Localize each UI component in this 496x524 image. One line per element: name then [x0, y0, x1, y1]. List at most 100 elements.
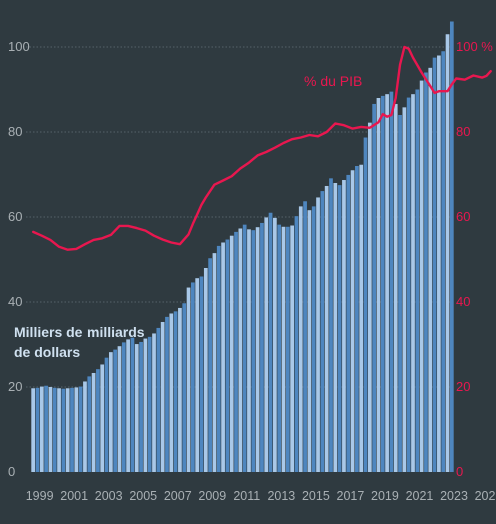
bar [199, 276, 204, 472]
y2-tick-label: 80 [456, 124, 470, 139]
bar [121, 342, 126, 473]
bar [342, 180, 346, 472]
x-tick-label: 1999 [26, 489, 54, 503]
bar [285, 226, 290, 472]
bar [78, 386, 83, 472]
bar [441, 51, 446, 472]
x-tick-label: 2017 [337, 489, 365, 503]
bar [87, 376, 92, 473]
x-tick-label: 2005 [129, 489, 157, 503]
bar [57, 388, 61, 472]
bar [225, 239, 230, 472]
bar [380, 95, 385, 473]
bar [147, 336, 152, 472]
bar [96, 369, 100, 472]
bar [216, 245, 221, 472]
bar [113, 349, 118, 472]
y-axis-label-line-3: de dollars [14, 344, 80, 360]
bar [212, 253, 217, 473]
x-tick-label: 2023 [440, 489, 468, 503]
bar [281, 226, 286, 472]
bar [406, 97, 411, 472]
x-axis-ticks: 1999 2001 2003 2005 2007 2009 2011 2013 2015 2017… [26, 489, 496, 503]
y2-tick-label: 100 % [456, 39, 493, 54]
bar [277, 224, 282, 472]
bar [178, 307, 182, 472]
bar [173, 311, 178, 472]
x-tick-label: 2007 [164, 489, 192, 503]
bar [156, 327, 161, 472]
y2-tick-label: 0 [456, 464, 463, 479]
bar [242, 224, 247, 472]
bar [294, 216, 299, 472]
y2-tick-label: 60 [456, 209, 470, 224]
y-tick-label: 60 [8, 209, 22, 224]
y-tick-label: 100 [8, 39, 30, 54]
bar [195, 278, 200, 472]
bar [126, 339, 130, 472]
y-axis-ticks: 0 20 40 60 80 100 [8, 39, 30, 479]
bar [389, 91, 394, 473]
bar [346, 174, 351, 473]
bar [273, 217, 277, 472]
bar [419, 80, 424, 472]
y-axis-label-line-2: milliards [87, 324, 145, 340]
bar [229, 235, 234, 472]
bar [35, 387, 40, 472]
bar [424, 72, 428, 472]
bar [432, 57, 437, 473]
bar [91, 372, 96, 472]
bar [221, 242, 225, 472]
bar [134, 344, 139, 472]
bar [208, 258, 212, 472]
bar [337, 185, 342, 473]
bar [139, 341, 143, 472]
y-tick-label: 20 [8, 379, 22, 394]
bar [363, 137, 368, 472]
bar [311, 206, 316, 473]
bar [316, 197, 320, 472]
x-tick-label: 2021 [406, 489, 434, 503]
bar-series [31, 21, 454, 473]
bar [70, 387, 74, 472]
bar [260, 222, 264, 472]
bar [415, 89, 420, 472]
bar [372, 103, 377, 472]
gdp-ratio-line [32, 45, 492, 251]
x-tick-label: 2015 [302, 489, 330, 503]
bar [324, 185, 329, 473]
bar [290, 225, 294, 472]
x-tick-label: 2013 [267, 489, 295, 503]
x-tick-label: 2009 [198, 489, 226, 503]
x-tick-label: 2011 [233, 489, 260, 503]
bar [44, 385, 48, 472]
bar [437, 55, 441, 472]
x-tick-label: 2003 [95, 489, 123, 503]
bar [74, 387, 79, 472]
bar [100, 364, 105, 472]
bar [186, 287, 191, 472]
y-tick-label: 40 [8, 294, 22, 309]
bar [234, 231, 238, 473]
bar [160, 321, 165, 472]
bar [449, 21, 454, 472]
bar [445, 34, 450, 472]
bar [307, 210, 312, 472]
bar [251, 230, 256, 472]
bar [203, 268, 208, 472]
bar [83, 381, 87, 472]
bar [31, 388, 36, 472]
y2-axis-label: % du PIB [304, 73, 362, 89]
bar [402, 107, 407, 472]
y2-tick-label: 40 [456, 294, 470, 309]
bar [411, 94, 415, 473]
y2-axis-ticks: 0 20 40 60 80 100 % [456, 39, 493, 479]
x-tick-label: 2019 [371, 489, 399, 503]
bar [350, 170, 355, 472]
y-axis-label: Milliers de milliards de dollars [14, 324, 148, 360]
bar [104, 357, 109, 472]
bar [303, 201, 307, 472]
bar [65, 388, 70, 472]
bar [191, 282, 195, 472]
